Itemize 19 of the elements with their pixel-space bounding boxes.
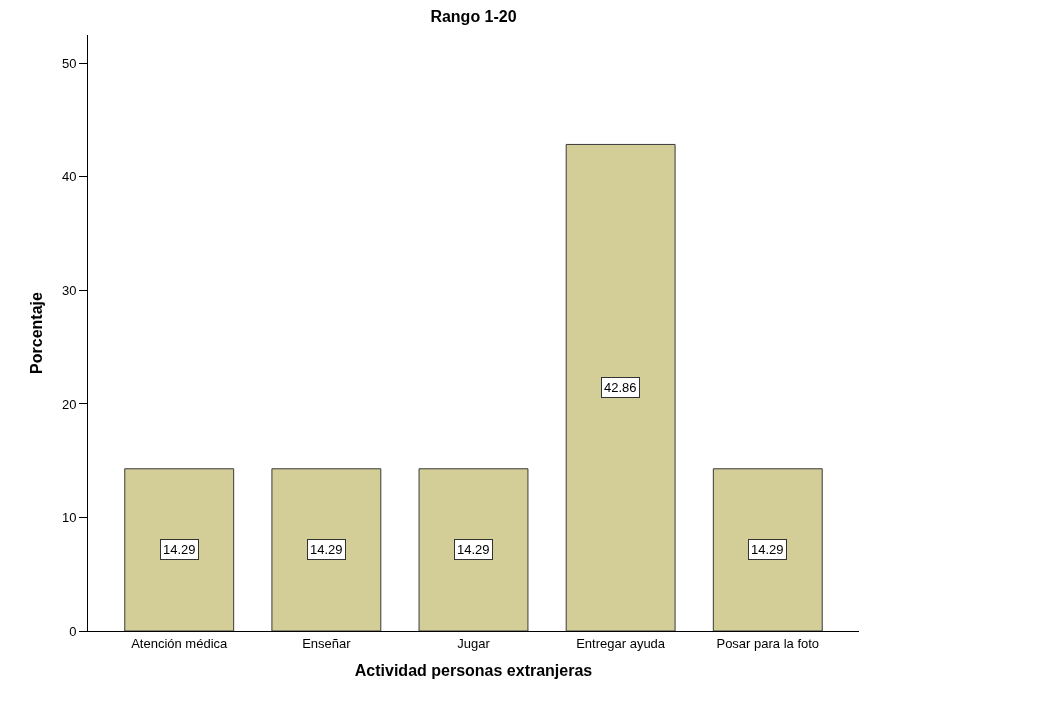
y-tick-label: 10 (61, 510, 77, 526)
data-label: 14.29 (163, 542, 196, 557)
y-tick-label: 40 (61, 169, 77, 185)
data-label: 14.29 (751, 542, 784, 557)
data-label: 14.29 (457, 542, 490, 557)
y-tick-label: 20 (61, 396, 77, 412)
chart-title: Rango 1-20 (430, 7, 517, 25)
data-label: 42.86 (604, 380, 637, 395)
y-tick-label: 30 (61, 282, 77, 298)
x-tick-label: Atención médica (131, 635, 229, 651)
x-tick-label: Entregar ayuda (576, 635, 666, 651)
y-axis-title: Porcentaje (27, 291, 45, 374)
x-tick-label: Jugar (457, 635, 491, 651)
x-tick-label: Enseñar (302, 635, 352, 651)
data-label: 14.29 (310, 542, 343, 557)
y-tick-label: 0 (69, 623, 77, 639)
y-tick-label: 50 (61, 55, 77, 71)
x-axis-title: Actividad personas extranjeras (354, 662, 593, 680)
x-tick-label: Posar para la foto (716, 635, 820, 651)
